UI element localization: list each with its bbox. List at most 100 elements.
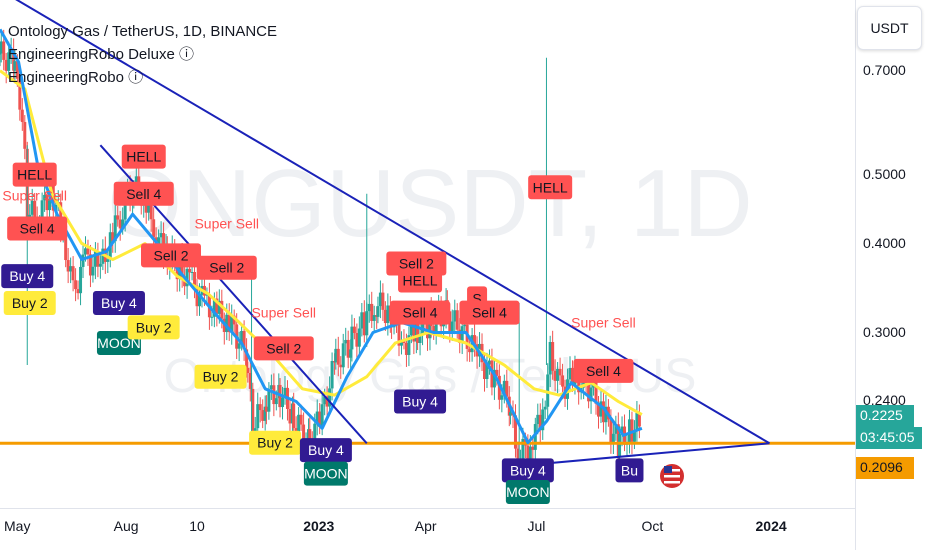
signal-label-box <box>113 181 174 206</box>
signal-label: Sell 2 <box>253 336 314 361</box>
candle-body <box>460 326 464 343</box>
signal-label-text: HELL <box>17 167 52 183</box>
candle-body <box>106 259 110 262</box>
candle-body <box>381 292 385 310</box>
candle-body <box>113 215 117 242</box>
candle-body <box>349 349 353 358</box>
candle-body <box>404 342 408 355</box>
signal-label-box <box>459 300 520 325</box>
candle-body <box>88 254 92 276</box>
candle-body <box>281 397 285 408</box>
signal-label-text: Buy 4 <box>308 442 344 458</box>
candle-body <box>378 292 382 307</box>
signal-label-box <box>390 300 451 325</box>
candle-body <box>71 266 75 281</box>
signal-label: Bu <box>615 458 644 483</box>
signal-label: HELL <box>398 268 443 293</box>
symbol-title[interactable]: Ontology Gas / TetherUS, 1D, BINANCE <box>8 23 277 40</box>
candle-body <box>198 294 201 307</box>
candle-body <box>390 321 394 328</box>
candle-body <box>468 348 472 353</box>
candle-body <box>2 41 6 60</box>
support-price-tag: 0.2096 <box>856 457 914 479</box>
signal-label-text: Sell 2 <box>153 247 188 263</box>
candle-body <box>528 446 532 460</box>
candle-body <box>357 328 361 347</box>
candle-body <box>487 360 491 365</box>
candle-body <box>330 361 334 389</box>
candle-body <box>367 303 371 312</box>
candle-body <box>116 215 120 220</box>
signal-label-box <box>194 364 247 389</box>
candle-body <box>159 233 163 238</box>
candle-body <box>372 315 376 321</box>
candle-body <box>210 316 214 318</box>
signal-text: Super Sell <box>571 314 636 330</box>
time-axis[interactable] <box>0 508 855 550</box>
candle-body <box>416 324 420 343</box>
candle-body <box>69 266 73 272</box>
candle-body <box>96 251 100 267</box>
candle-body <box>412 324 416 342</box>
indicator-robo-label[interactable]: EngineeringRobo ⓘ <box>8 69 144 86</box>
candle-body <box>294 428 298 432</box>
candle-body <box>20 109 24 123</box>
signal-label: Sell 4 <box>390 300 451 325</box>
candle-body <box>589 387 593 402</box>
time-tick-label: 10 <box>189 518 205 534</box>
candle-body <box>541 409 545 431</box>
price-tick-label: 0.4000 <box>863 234 906 251</box>
candle-body <box>147 202 151 213</box>
candle-body <box>212 298 216 317</box>
candle-body <box>76 289 80 294</box>
signal-label-text: Sell 4 <box>20 221 55 237</box>
chart-legend: Ontology Gas / TetherUS, 1D, BINANCE Eng… <box>8 20 277 89</box>
candle-body <box>370 303 374 321</box>
candle-body <box>101 248 105 264</box>
candle-body <box>205 294 209 296</box>
candle-body <box>568 368 572 380</box>
candle-body <box>538 414 542 431</box>
candle-body <box>251 388 255 441</box>
support-price-value: 0.2096 <box>860 459 903 475</box>
blue-ma-line <box>0 28 643 445</box>
candle-body <box>546 374 550 407</box>
candle-body <box>263 406 267 421</box>
signal-label-box <box>121 144 166 169</box>
candle-body <box>521 438 525 462</box>
signal-label-text: Sell 2 <box>266 340 301 356</box>
candle-body <box>453 310 457 322</box>
signal-label-text: Sell 4 <box>472 305 507 321</box>
candle-body <box>543 406 547 410</box>
candle-body <box>40 200 44 227</box>
currency-button[interactable]: USDT <box>857 6 922 50</box>
watermark-symbol: ONGUSDT, 1D <box>107 150 752 257</box>
candle-body <box>609 419 613 443</box>
signal-label-text: Buy 4 <box>9 268 45 284</box>
candle-body <box>267 388 271 412</box>
signal-label-box <box>249 430 302 455</box>
signal-label-box <box>528 175 573 200</box>
candle-body <box>86 248 90 255</box>
signal-label-text: Buy 2 <box>136 319 172 335</box>
signal-label: HELL <box>528 175 573 200</box>
signal-label-box <box>3 291 56 316</box>
candle-body <box>485 364 489 380</box>
descending-resistance-1 <box>15 0 771 445</box>
signal-label-text: MOON <box>304 466 348 482</box>
candle-body <box>248 372 252 389</box>
candle-body <box>23 122 27 149</box>
signal-label: Sell 4 <box>113 181 174 206</box>
candle-body <box>217 300 221 314</box>
candle-body <box>418 334 422 343</box>
candle-body <box>258 404 262 411</box>
signal-label: Sell 4 <box>7 216 68 241</box>
signal-label-text: Buy 2 <box>257 435 293 451</box>
indicator-deluxe-label[interactable]: EngineeringRobo Deluxe ⓘ <box>8 46 194 63</box>
signal-label: Buy 2 <box>127 315 180 340</box>
signal-label-box <box>394 389 447 414</box>
candle-body <box>121 219 125 229</box>
price-axis[interactable] <box>855 0 932 550</box>
candle-body <box>13 61 17 71</box>
